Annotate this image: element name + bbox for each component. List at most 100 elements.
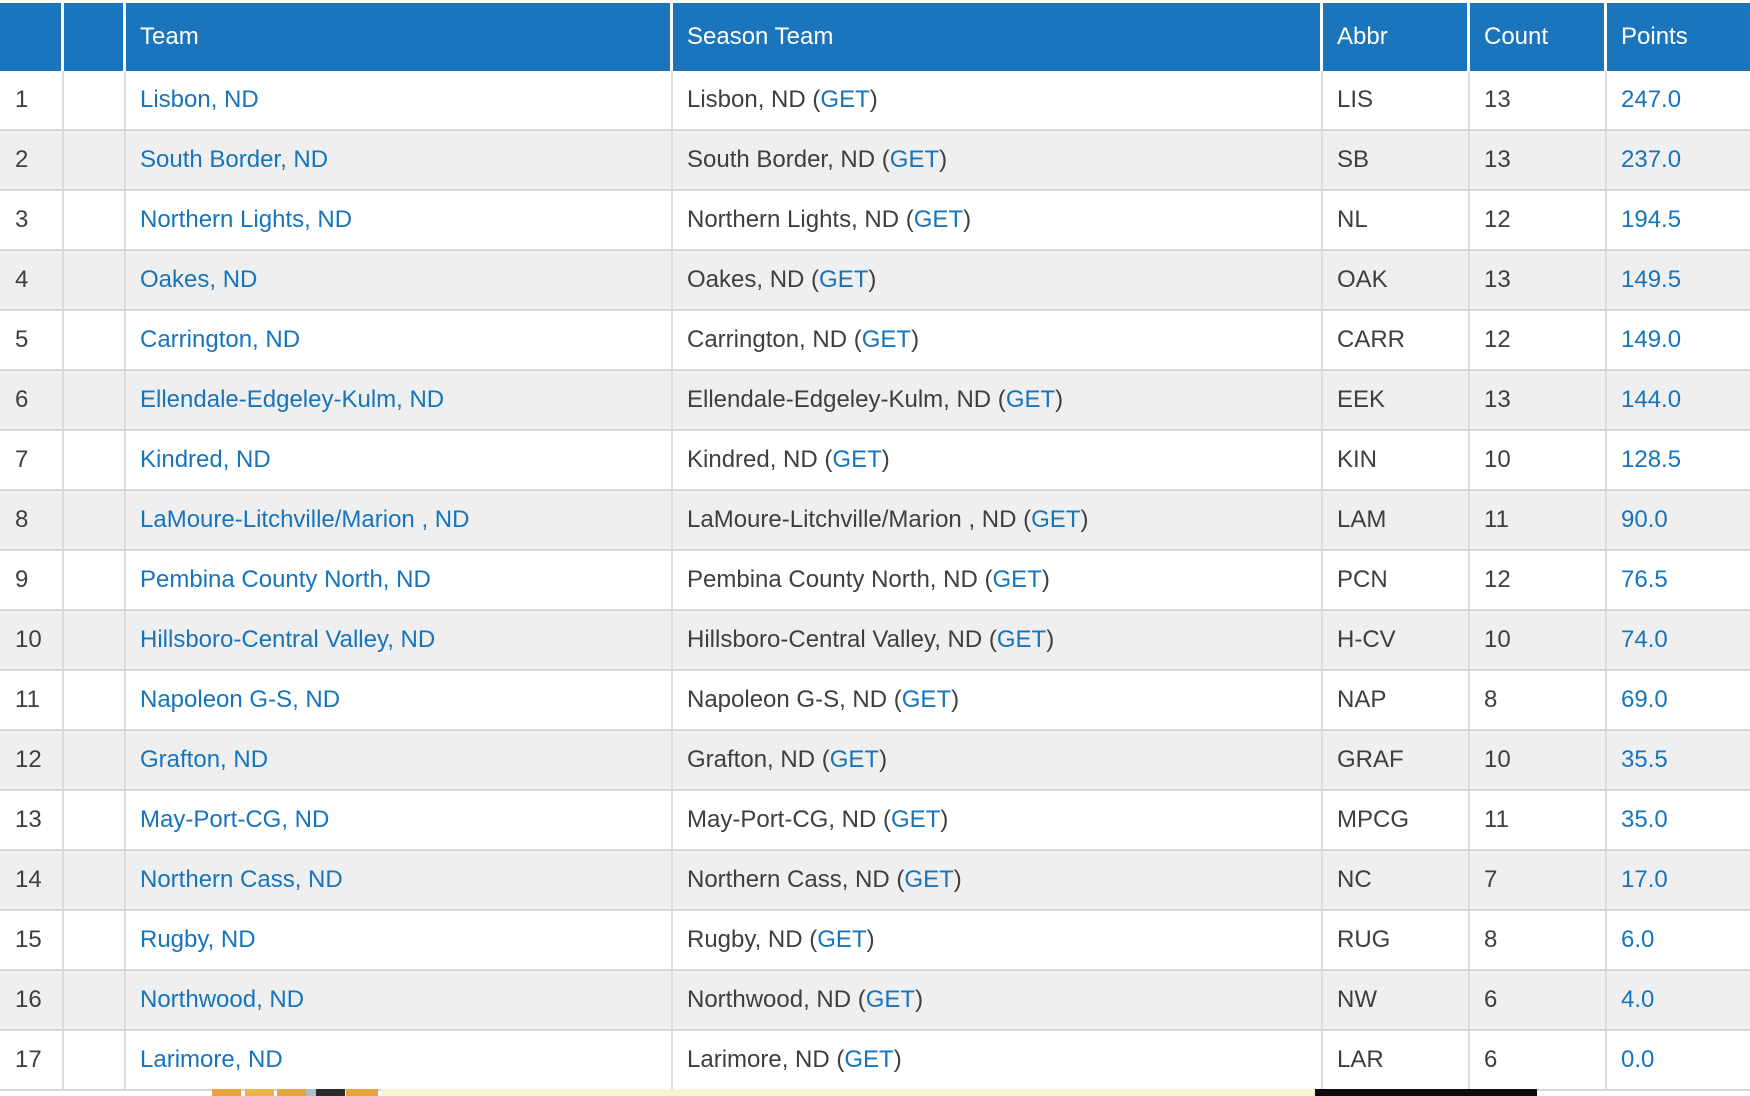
get-suffix: )	[893, 1046, 902, 1073]
points-cell: 35.0	[1607, 791, 1750, 851]
points-link[interactable]: 194.5	[1621, 206, 1682, 233]
get-link[interactable]: GET	[829, 746, 880, 773]
team-link[interactable]: Northern Cass, ND	[140, 866, 343, 893]
get-prefix: (	[804, 266, 820, 293]
points-link[interactable]: 69.0	[1621, 686, 1668, 713]
team-cell: Hillsboro-Central Valley, ND	[126, 611, 673, 671]
team-link[interactable]: Hillsboro-Central Valley, ND	[140, 626, 436, 653]
team-link[interactable]: Carrington, ND	[140, 326, 301, 353]
season-team-cell: Napoleon G-S, ND (GET)	[673, 671, 1323, 731]
count-cell: 12	[1470, 191, 1607, 251]
get-suffix: )	[940, 806, 949, 833]
team-cell: LaMoure-Litchville/Marion , ND	[126, 491, 673, 551]
abbr-cell: H-CV	[1323, 611, 1470, 671]
get-link[interactable]: GET	[1005, 386, 1056, 413]
get-link[interactable]: GET	[891, 806, 941, 833]
get-prefix: (	[982, 626, 997, 653]
get-link[interactable]: GET	[861, 326, 912, 353]
points-cell: 128.5	[1607, 431, 1750, 491]
season-team-cell: Northern Cass, ND (GET)	[673, 851, 1323, 911]
points-link[interactable]: 149.5	[1621, 266, 1682, 293]
team-link[interactable]: Larimore, ND	[140, 1046, 283, 1073]
team-link[interactable]: Northern Lights, ND	[140, 206, 353, 233]
points-link[interactable]: 237.0	[1621, 146, 1682, 173]
get-suffix: )	[866, 926, 875, 953]
table-row: 5 Carrington, ND Carrington, ND (GET) CA…	[0, 311, 1750, 371]
points-cell: 194.5	[1607, 191, 1750, 251]
points-link[interactable]: 76.5	[1621, 566, 1668, 593]
get-link[interactable]: GET	[865, 986, 916, 1013]
season-team-text: Pembina County North, ND	[687, 566, 978, 593]
count-cell: 10	[1470, 731, 1607, 791]
team-link[interactable]: LaMoure-Litchville/Marion , ND	[140, 506, 470, 533]
get-link[interactable]: GET	[992, 566, 1042, 593]
team-link[interactable]: Kindred, ND	[140, 446, 271, 473]
points-link[interactable]: 149.0	[1621, 326, 1682, 353]
points-link[interactable]: 35.0	[1621, 806, 1668, 833]
season-team-text: Carrington, ND	[687, 326, 848, 353]
banner-segment	[1315, 1089, 1537, 1096]
team-link[interactable]: Oakes, ND	[140, 266, 258, 293]
season-team-cell: Kindred, ND (GET)	[673, 431, 1323, 491]
points-link[interactable]: 0.0	[1621, 1046, 1655, 1073]
banner-segment	[306, 1089, 316, 1096]
get-link[interactable]: GET	[819, 266, 869, 293]
team-link[interactable]: South Border, ND	[140, 146, 329, 173]
team-link[interactable]: Lisbon, ND	[140, 86, 259, 113]
points-link[interactable]: 35.5	[1621, 746, 1668, 773]
get-link[interactable]: GET	[844, 1046, 894, 1073]
points-link[interactable]: 6.0	[1621, 926, 1655, 953]
banner-segment	[277, 1089, 306, 1096]
table-row: 3 Northern Lights, ND Northern Lights, N…	[0, 191, 1750, 251]
get-suffix: )	[953, 866, 962, 893]
get-link[interactable]: GET	[901, 686, 952, 713]
points-cell: 0.0	[1607, 1031, 1750, 1091]
abbr-cell: NC	[1323, 851, 1470, 911]
table-row: 8 LaMoure-Litchville/Marion , ND LaMoure…	[0, 491, 1750, 551]
points-link[interactable]: 17.0	[1621, 866, 1668, 893]
team-link[interactable]: Northwood, ND	[140, 986, 305, 1013]
points-cell: 144.0	[1607, 371, 1750, 431]
table-row: 1 Lisbon, ND Lisbon, ND (GET) LIS 13 247…	[0, 71, 1750, 131]
get-prefix: (	[889, 866, 905, 893]
get-prefix: (	[875, 146, 890, 173]
rank-cell: 2	[0, 131, 64, 191]
team-link[interactable]: Napoleon G-S, ND	[140, 686, 341, 713]
season-team-text: LaMoure-Litchville/Marion , ND	[687, 506, 1017, 533]
team-link[interactable]: Grafton, ND	[140, 746, 269, 773]
points-link[interactable]: 144.0	[1621, 386, 1682, 413]
get-prefix: (	[851, 986, 866, 1013]
get-link[interactable]: GET	[889, 146, 940, 173]
points-link[interactable]: 247.0	[1621, 86, 1682, 113]
table-row: 10 Hillsboro-Central Valley, ND Hillsbor…	[0, 611, 1750, 671]
header-row: Team Season Team Abbr Count Points	[0, 0, 1750, 71]
get-link[interactable]: GET	[1031, 506, 1081, 533]
get-link[interactable]: GET	[913, 206, 964, 233]
season-team-cell: May-Port-CG, ND (GET)	[673, 791, 1323, 851]
team-link[interactable]: Ellendale-Edgeley-Kulm, ND	[140, 386, 445, 413]
points-link[interactable]: 74.0	[1621, 626, 1668, 653]
get-link[interactable]: GET	[817, 926, 867, 953]
rank-cell: 3	[0, 191, 64, 251]
season-team-text: Napoleon G-S, ND	[687, 686, 888, 713]
points-link[interactable]: 4.0	[1621, 986, 1655, 1013]
get-prefix: (	[899, 206, 914, 233]
season-team-text: Larimore, ND	[687, 1046, 830, 1073]
get-link[interactable]: GET	[820, 86, 870, 113]
team-link[interactable]: May-Port-CG, ND	[140, 806, 330, 833]
points-cell: 35.5	[1607, 731, 1750, 791]
get-link[interactable]: GET	[832, 446, 882, 473]
team-link[interactable]: Pembina County North, ND	[140, 566, 431, 593]
get-link[interactable]: GET	[904, 866, 954, 893]
count-cell: 12	[1470, 551, 1607, 611]
season-team-cell: LaMoure-Litchville/Marion , ND (GET)	[673, 491, 1323, 551]
get-link[interactable]: GET	[996, 626, 1047, 653]
get-suffix: )	[869, 86, 878, 113]
banner-segment	[245, 1089, 274, 1096]
points-link[interactable]: 90.0	[1621, 506, 1668, 533]
spacer-cell	[64, 611, 126, 671]
abbr-cell: NAP	[1323, 671, 1470, 731]
team-link[interactable]: Rugby, ND	[140, 926, 256, 953]
points-link[interactable]: 128.5	[1621, 446, 1682, 473]
table-row: 6 Ellendale-Edgeley-Kulm, ND Ellendale-E…	[0, 371, 1750, 431]
